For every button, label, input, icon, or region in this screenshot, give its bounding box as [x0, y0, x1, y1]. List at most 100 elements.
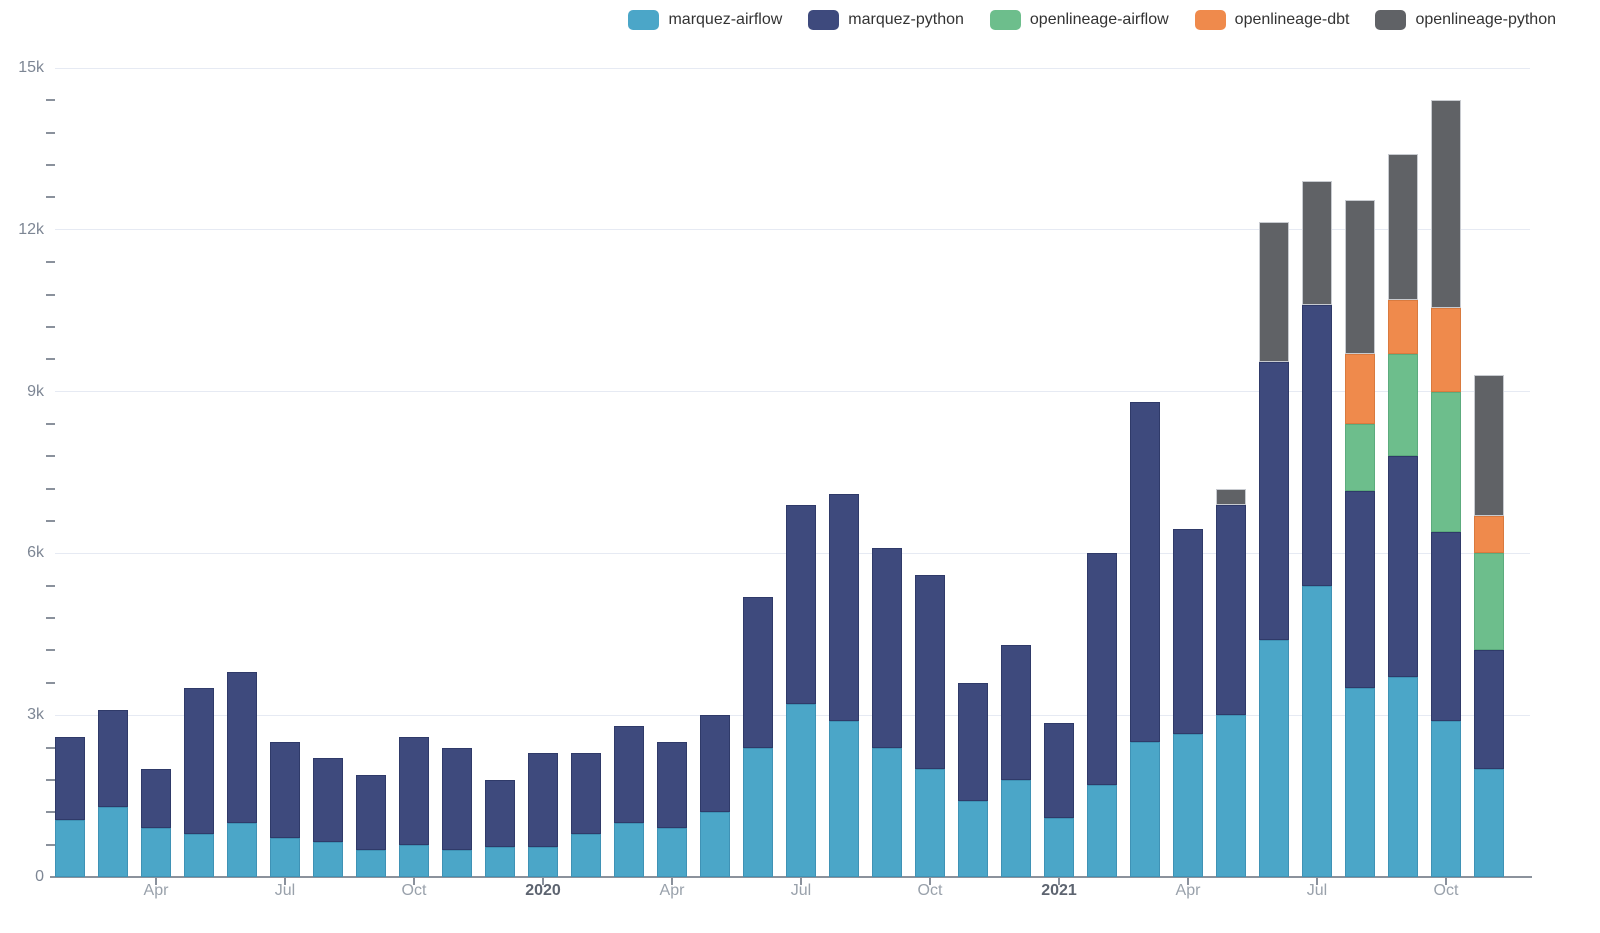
bar-2021-03-marquez-airflow[interactable]	[1130, 742, 1160, 877]
bar-2020-06-marquez-python[interactable]	[743, 596, 773, 748]
bar-2021-10-marquez-python[interactable]	[1431, 531, 1461, 721]
bar-2020-01-marquez-airflow[interactable]	[528, 847, 558, 877]
bar-2020-07-marquez-python[interactable]	[786, 504, 816, 705]
bar-2019-08-marquez-python[interactable]	[313, 758, 343, 842]
bar-2019-04-marquez-airflow[interactable]	[141, 828, 171, 877]
bar-2021-06-marquez-airflow[interactable]	[1259, 639, 1289, 877]
bar-2021-04-marquez-python[interactable]	[1173, 529, 1203, 735]
bar-2019-11-marquez-airflow[interactable]	[442, 850, 472, 877]
bar-2021-09-openlineage-python[interactable]	[1388, 154, 1418, 300]
bar-2021-06-marquez-python[interactable]	[1259, 361, 1289, 640]
bar-2021-08-openlineage-airflow[interactable]	[1345, 423, 1375, 492]
x-axis-tick-Oct	[929, 878, 931, 885]
bar-2020-09-marquez-python[interactable]	[872, 548, 902, 748]
bar-2021-10-openlineage-python[interactable]	[1431, 100, 1461, 308]
bar-2019-03-marquez-python[interactable]	[98, 709, 128, 807]
bar-2019-12-marquez-python[interactable]	[485, 779, 515, 848]
bar-2021-07-openlineage-python[interactable]	[1302, 181, 1332, 306]
bar-2019-12-marquez-airflow[interactable]	[485, 847, 515, 877]
bar-2020-10-marquez-python[interactable]	[915, 574, 945, 770]
bar-2019-06-marquez-airflow[interactable]	[227, 823, 257, 877]
bar-2019-03-marquez-airflow[interactable]	[98, 806, 128, 877]
bar-2021-11-openlineage-airflow[interactable]	[1474, 553, 1504, 651]
legend-item-openlineage-python[interactable]: openlineage-python	[1375, 10, 1556, 30]
bar-2021-08-openlineage-dbt[interactable]	[1345, 353, 1375, 424]
bar-2020-04-marquez-airflow[interactable]	[657, 828, 687, 877]
bar-2021-09-marquez-python[interactable]	[1388, 456, 1418, 678]
bar-2021-09-openlineage-dbt[interactable]	[1388, 299, 1418, 354]
bar-2021-05-marquez-airflow[interactable]	[1216, 715, 1246, 877]
bar-2019-02-marquez-python[interactable]	[55, 736, 85, 821]
bar-2021-09-marquez-airflow[interactable]	[1388, 677, 1418, 877]
legend-item-openlineage-dbt[interactable]: openlineage-dbt	[1194, 10, 1349, 30]
bar-2021-11-marquez-python[interactable]	[1474, 650, 1504, 770]
bar-2019-02-marquez-airflow[interactable]	[55, 820, 85, 877]
bar-2021-10-openlineage-airflow[interactable]	[1431, 391, 1461, 532]
bar-2019-05-marquez-airflow[interactable]	[184, 833, 214, 877]
bar-2021-11-openlineage-dbt[interactable]	[1474, 515, 1504, 554]
bar-2020-01-marquez-python[interactable]	[528, 752, 558, 848]
bar-2021-07-marquez-python[interactable]	[1302, 305, 1332, 586]
bar-2020-06-marquez-airflow[interactable]	[743, 747, 773, 877]
legend-item-marquez-airflow[interactable]: marquez-airflow	[628, 10, 782, 30]
bar-2021-10-openlineage-dbt[interactable]	[1431, 308, 1461, 392]
bar-2020-11-marquez-airflow[interactable]	[958, 801, 988, 877]
bar-2019-09-marquez-python[interactable]	[356, 774, 386, 851]
bar-2019-10-marquez-airflow[interactable]	[399, 844, 429, 877]
bar-2020-05-marquez-airflow[interactable]	[700, 812, 730, 877]
y-minor-tick	[46, 358, 55, 361]
y-axis-label-15k: 15k	[18, 59, 44, 76]
bar-2020-07-marquez-airflow[interactable]	[786, 704, 816, 877]
bar-2019-07-marquez-airflow[interactable]	[270, 838, 300, 877]
bar-2021-08-openlineage-python[interactable]	[1345, 200, 1375, 354]
y-minor-tick	[46, 778, 55, 781]
bar-2021-08-marquez-python[interactable]	[1345, 491, 1375, 689]
bar-2021-02-marquez-python[interactable]	[1087, 553, 1117, 786]
bar-2021-03-marquez-python[interactable]	[1130, 402, 1160, 743]
bar-2020-08-marquez-python[interactable]	[829, 494, 859, 721]
x-axis-label-Jul: Jul	[790, 882, 812, 899]
bar-2021-01-marquez-python[interactable]	[1044, 723, 1074, 818]
legend-item-marquez-python[interactable]: marquez-python	[808, 10, 964, 30]
bar-2020-11-marquez-python[interactable]	[958, 682, 988, 802]
y-axis-label-12k: 12k	[18, 220, 44, 238]
bar-2020-04-marquez-python[interactable]	[657, 742, 687, 829]
legend-item-openlineage-airflow[interactable]: openlineage-airflow	[989, 10, 1169, 30]
bar-2020-03-marquez-python[interactable]	[614, 725, 644, 824]
bar-2019-04-marquez-python[interactable]	[141, 769, 171, 829]
y-minor-tick	[46, 746, 55, 749]
bar-2020-02-marquez-airflow[interactable]	[571, 833, 601, 877]
bar-2020-05-marquez-python[interactable]	[700, 715, 730, 813]
y-minor-tick	[46, 196, 55, 199]
bar-2020-09-marquez-airflow[interactable]	[872, 747, 902, 877]
bar-2019-08-marquez-airflow[interactable]	[313, 841, 343, 877]
bar-2021-06-openlineage-python[interactable]	[1259, 221, 1289, 362]
bar-2021-11-marquez-airflow[interactable]	[1474, 769, 1504, 877]
bar-2021-05-openlineage-python[interactable]	[1216, 488, 1246, 505]
bar-2021-07-marquez-airflow[interactable]	[1302, 585, 1332, 877]
bar-2019-10-marquez-python[interactable]	[399, 736, 429, 845]
bar-2021-02-marquez-airflow[interactable]	[1087, 785, 1117, 877]
bar-2021-04-marquez-airflow[interactable]	[1173, 734, 1203, 877]
bar-2019-07-marquez-python[interactable]	[270, 742, 300, 839]
bar-2020-12-marquez-python[interactable]	[1001, 645, 1031, 780]
bar-2020-12-marquez-airflow[interactable]	[1001, 779, 1031, 877]
x-axis-label-Oct: Oct	[401, 882, 427, 899]
bar-2021-01-marquez-airflow[interactable]	[1044, 817, 1074, 877]
x-axis-tick-Apr	[155, 878, 157, 885]
bar-2021-09-openlineage-airflow[interactable]	[1388, 353, 1418, 457]
bar-2019-09-marquez-airflow[interactable]	[356, 850, 386, 877]
bar-2020-10-marquez-airflow[interactable]	[915, 769, 945, 877]
bar-2020-02-marquez-python[interactable]	[571, 752, 601, 834]
bar-2021-08-marquez-airflow[interactable]	[1345, 688, 1375, 877]
bar-2020-03-marquez-airflow[interactable]	[614, 823, 644, 877]
bar-2021-10-marquez-airflow[interactable]	[1431, 720, 1461, 877]
bar-2021-05-marquez-python[interactable]	[1216, 504, 1246, 716]
bar-2019-05-marquez-python[interactable]	[184, 688, 214, 834]
x-axis-label-Apr: Apr	[659, 882, 685, 899]
bar-2020-08-marquez-airflow[interactable]	[829, 720, 859, 877]
bar-2019-06-marquez-python[interactable]	[227, 672, 257, 824]
bar-2021-11-openlineage-python[interactable]	[1474, 375, 1504, 516]
x-axis-tick-Jul	[284, 878, 286, 885]
bar-2019-11-marquez-python[interactable]	[442, 747, 472, 851]
